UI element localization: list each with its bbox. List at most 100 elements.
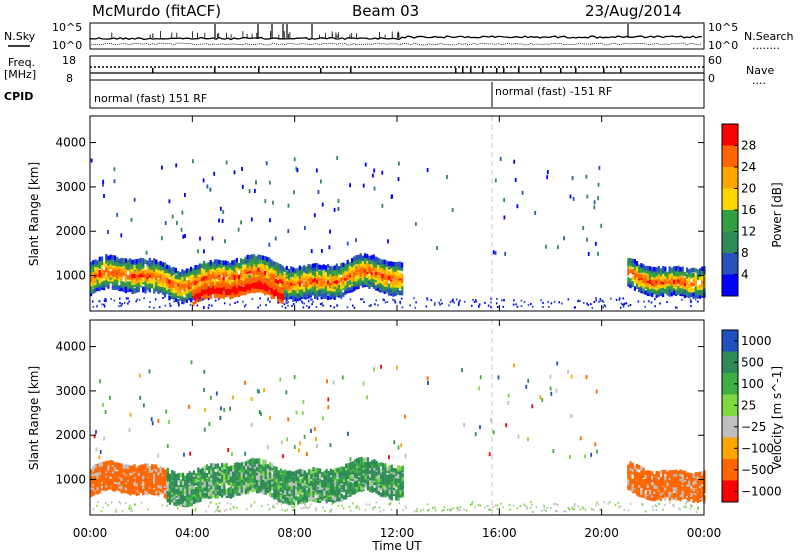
heatmap-cell xyxy=(98,256,101,262)
heatmap-cell xyxy=(290,291,293,296)
heatmap-cell xyxy=(285,276,288,282)
heatmap-cell xyxy=(116,476,119,481)
heatmap-cell xyxy=(273,474,276,480)
heatmap-cell xyxy=(232,481,235,486)
heatmap-cell xyxy=(391,194,393,199)
nave-tick-low: 0 xyxy=(708,72,715,85)
heatmap-cell xyxy=(294,296,297,301)
heatmap-cell xyxy=(116,260,119,266)
heatmap-cell xyxy=(144,474,147,479)
heatmap-cell xyxy=(662,286,665,291)
heatmap-cell xyxy=(342,487,346,493)
heatmap-cell xyxy=(127,487,130,492)
heatmap-cell xyxy=(321,487,324,493)
heatmap-cell xyxy=(111,280,114,286)
heatmap-cell xyxy=(338,483,341,489)
heatmap-cell xyxy=(188,492,191,497)
heatmap-cell xyxy=(232,492,235,497)
heatmap-cell xyxy=(383,285,386,291)
heatmap-cell xyxy=(238,462,241,468)
heatmap-cell xyxy=(196,284,199,289)
heatmap-cell xyxy=(527,304,530,307)
heatmap-cell xyxy=(105,486,108,491)
heatmap-cell xyxy=(369,487,372,493)
heatmap-cell xyxy=(520,299,523,302)
heatmap-cell xyxy=(277,262,280,268)
heatmap-cell xyxy=(398,261,401,266)
heatmap-cell xyxy=(386,492,389,497)
heatmap-cell xyxy=(153,278,156,284)
heatmap-cell xyxy=(303,287,306,292)
heatmap-cell xyxy=(377,304,379,307)
heatmap-cell xyxy=(351,464,354,470)
heatmap-cell xyxy=(692,294,695,299)
heatmap-cell xyxy=(349,474,352,479)
heatmap-cell xyxy=(311,303,313,306)
heatmap-cell xyxy=(287,280,291,285)
heatmap-cell xyxy=(651,275,654,280)
heatmap-cell xyxy=(216,463,219,468)
heatmap-cell xyxy=(146,285,149,290)
heatmap-cell xyxy=(627,270,630,275)
heatmap-cell xyxy=(644,268,647,274)
heatmap-cell xyxy=(334,479,337,484)
heatmap-cell xyxy=(281,305,284,308)
heatmap-cell xyxy=(144,276,147,282)
heatmap-cell xyxy=(171,214,174,219)
heatmap-cell xyxy=(170,293,173,298)
heatmap-cell xyxy=(331,271,334,277)
heatmap-cell xyxy=(301,496,304,502)
heatmap-cell xyxy=(129,264,132,269)
heatmap-cell xyxy=(303,474,306,480)
heatmap-cell xyxy=(255,277,258,282)
heatmap-cell xyxy=(398,272,401,277)
heatmap-cell xyxy=(307,284,310,290)
heatmap-cell xyxy=(345,484,348,490)
heatmap-cell xyxy=(322,279,325,284)
heatmap-cell xyxy=(333,295,336,300)
heatmap-cell xyxy=(655,279,658,284)
heatmap-cell xyxy=(148,269,151,274)
heatmap-cell xyxy=(426,298,429,301)
heatmap-cell xyxy=(198,281,201,286)
heatmap-cell xyxy=(155,275,158,281)
heatmap-cell xyxy=(92,272,95,277)
heatmap-cell xyxy=(100,461,104,467)
heatmap-cell xyxy=(240,264,243,269)
heatmap-cell xyxy=(207,269,210,274)
heatmap-cell xyxy=(629,283,632,289)
heatmap-cell xyxy=(201,291,204,296)
heatmap-cell xyxy=(572,196,575,201)
heatmap-cell xyxy=(368,279,371,285)
heatmap-cell xyxy=(593,300,596,303)
heatmap-cell xyxy=(94,280,97,286)
heatmap-cell xyxy=(137,471,140,476)
heatmap-cell xyxy=(384,470,387,475)
heatmap-cell xyxy=(207,262,210,267)
heatmap-cell xyxy=(381,284,384,289)
heatmap-cell xyxy=(292,303,295,305)
heatmap-cell xyxy=(225,282,228,287)
heatmap-cell xyxy=(146,476,149,481)
heatmap-cell xyxy=(211,264,214,269)
heatmap-cell xyxy=(181,278,184,284)
heatmap-cell xyxy=(690,268,693,273)
heatmap-cell xyxy=(173,482,176,488)
heatmap-cell xyxy=(129,267,132,272)
heatmap-cell xyxy=(640,273,643,279)
heatmap-cell xyxy=(361,261,364,267)
heatmap-cell xyxy=(245,489,248,495)
heatmap-cell xyxy=(142,270,145,276)
heatmap-cell xyxy=(635,266,639,272)
heatmap-cell xyxy=(257,262,260,268)
heatmap-cell xyxy=(340,267,343,272)
heatmap-cell xyxy=(303,487,306,492)
heatmap-cell xyxy=(251,483,254,488)
heatmap-cell xyxy=(208,491,211,497)
heatmap-cell xyxy=(686,291,689,297)
heatmap-cell xyxy=(382,491,385,496)
heatmap-cell xyxy=(340,466,343,471)
heatmap-cell xyxy=(331,269,334,274)
heatmap-cell xyxy=(686,273,689,279)
heatmap-cell xyxy=(105,300,107,303)
